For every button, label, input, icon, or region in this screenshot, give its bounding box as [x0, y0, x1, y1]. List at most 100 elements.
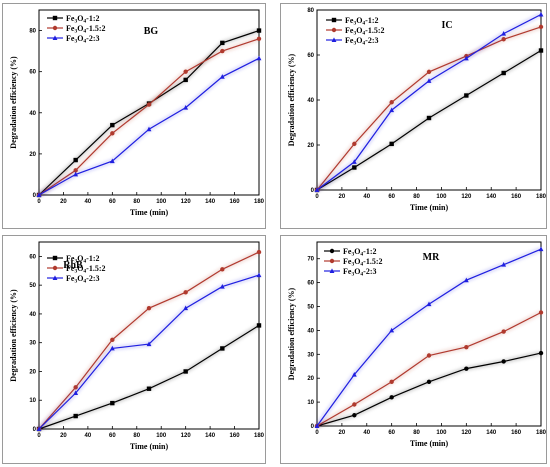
marker-triangle — [219, 283, 225, 289]
marker-circle — [538, 24, 544, 30]
plot-frame — [316, 241, 542, 427]
marker-triangle — [314, 423, 320, 428]
legend-text-part: Fe — [66, 254, 75, 263]
plot-frame — [38, 9, 260, 196]
x-tick-label: 20 — [60, 199, 67, 205]
marker-circle — [538, 310, 544, 315]
series-0 — [36, 323, 262, 432]
series-glow — [316, 351, 542, 428]
marker-circle — [256, 36, 262, 41]
x-tick-label: 60 — [109, 433, 116, 439]
legend-text-part: O — [356, 26, 362, 35]
plot-frame — [38, 241, 260, 430]
marker-circle — [52, 25, 58, 31]
marker-square — [331, 17, 337, 23]
x-tick-label: 20 — [339, 194, 346, 200]
marker-triangle — [183, 104, 189, 110]
x-tick-label: 80 — [133, 199, 140, 205]
marker-circle — [256, 249, 262, 255]
legend-entry: Fe3O4-1:2 — [66, 14, 100, 25]
x-tick-label: 20 — [60, 433, 67, 439]
x-tick-label: 120 — [461, 430, 472, 436]
y-tick-label: 50 — [29, 283, 36, 289]
legend-text-part: O — [77, 24, 83, 33]
series-2 — [36, 272, 262, 431]
x-axis-title: Time (min) — [410, 203, 449, 212]
series-glow — [37, 28, 260, 197]
marker-triangle — [219, 74, 225, 79]
legend-text-part: -2:3 — [363, 267, 376, 276]
legend-text-part: Fe — [343, 267, 352, 276]
marker-square — [426, 115, 432, 121]
marker-triangle — [36, 192, 42, 197]
x-tick-label: 160 — [511, 194, 522, 200]
marker-square — [73, 413, 78, 419]
x-tick-label: 140 — [205, 433, 216, 439]
x-tick-label: 160 — [511, 430, 522, 436]
marker-square — [389, 141, 394, 147]
panel-title: RhB — [63, 260, 83, 271]
x-tick-label: 160 — [230, 433, 241, 439]
x-tick-label: 120 — [461, 194, 472, 200]
marker-circle — [426, 353, 432, 358]
marker-circle — [352, 141, 357, 147]
series-1 — [36, 36, 262, 198]
marker-square — [464, 93, 469, 98]
y-tick-label: 40 — [307, 328, 314, 334]
legend-text-part: Fe — [343, 247, 352, 256]
marker-triangle — [256, 55, 262, 61]
marker-triangle — [52, 275, 58, 280]
marker-square — [220, 346, 225, 351]
series-line — [316, 311, 542, 427]
marker-square — [110, 400, 115, 406]
legend-text-part: 4 — [83, 259, 86, 265]
marker-square — [256, 28, 262, 33]
legend-entry: Fe3O4-1:2 — [345, 16, 379, 27]
bg-chart-svg: 0 20 40 60 80 100 120 140 160 180 0 20 40 60 80 Time (m… — [9, 9, 265, 217]
x-axis-title: Time (min) — [130, 442, 169, 451]
legend-text-part: 3 — [74, 19, 77, 25]
marker-circle — [538, 350, 544, 356]
y-tick-label: 40 — [307, 98, 314, 104]
marker-triangle — [109, 345, 115, 351]
panel-title: BG — [144, 26, 159, 37]
x-tick-label: 120 — [181, 199, 192, 205]
legend-text-part: 3 — [74, 259, 77, 265]
legend-text-part: Fe — [66, 24, 75, 33]
x-tick-label: 140 — [486, 430, 497, 436]
marker-triangle — [146, 126, 152, 132]
series-2 — [314, 246, 544, 428]
x-tick-label: 0 — [37, 433, 41, 439]
mr-chart-svg: 0 20 40 60 80 100 120 140 160 180 0 10 20 30 40 50 60 70 T… — [287, 241, 547, 448]
marker-triangle — [463, 55, 469, 61]
x-tick-label: 180 — [254, 433, 265, 439]
legend-text-part: 4 — [362, 41, 365, 47]
y-tick-label: 40 — [29, 111, 36, 117]
x-tick-label: 0 — [37, 199, 41, 205]
y-tick-label: 70 — [307, 257, 314, 263]
legend-text-part: Fe — [345, 36, 354, 45]
series-glow — [37, 36, 260, 197]
marker-triangle — [256, 272, 262, 278]
legend-text-part: Fe — [345, 16, 354, 25]
legend-text-part: O — [77, 274, 83, 283]
marker-triangle — [389, 107, 395, 113]
legend-text-part: O — [356, 16, 362, 25]
legend-text-part: 4 — [83, 39, 86, 45]
chart-panel-mr: 0 20 40 60 80 100 120 140 160 180 0 10 20 30 40 50 60 70 T… — [280, 235, 547, 464]
legend-text-part: O — [77, 14, 83, 23]
marker-circle — [501, 329, 506, 334]
marker-triangle — [331, 37, 337, 42]
x-tick-label: 180 — [254, 199, 265, 205]
legend-entry: Fe3O4-1.5:2 — [343, 257, 383, 268]
marker-circle — [146, 102, 152, 107]
x-tick-label: 120 — [181, 433, 192, 439]
x-tick-label: 180 — [536, 430, 547, 436]
y-axis-title: Degradation efficiency (%) — [287, 287, 296, 380]
legend-text-part: -1.5:2 — [86, 264, 105, 273]
legend-text-part: -1:2 — [86, 14, 99, 23]
y-tick-label: 0 — [33, 193, 37, 199]
marker-triangle — [538, 246, 544, 252]
y-tick-label: 20 — [29, 152, 36, 158]
legend-text-part: 3 — [74, 29, 77, 35]
